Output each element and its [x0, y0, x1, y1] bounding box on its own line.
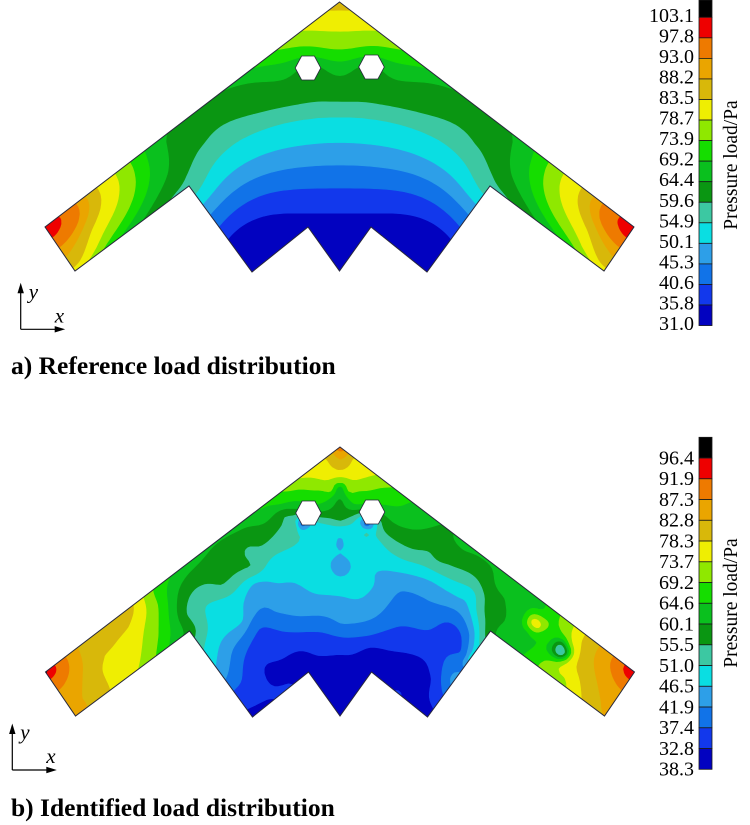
svg-text:32.8: 32.8	[659, 738, 694, 760]
svg-text:45.3: 45.3	[659, 251, 694, 273]
svg-text:96.4: 96.4	[659, 447, 694, 469]
svg-text:50.1: 50.1	[659, 231, 694, 253]
svg-text:y: y	[27, 279, 39, 303]
svg-text:35.8: 35.8	[659, 293, 694, 315]
svg-text:Pressure load/Pa: Pressure load/Pa	[721, 538, 742, 668]
svg-text:60.1: 60.1	[659, 613, 694, 635]
svg-text:59.6: 59.6	[659, 190, 694, 212]
svg-text:y: y	[18, 720, 30, 744]
svg-text:87.3: 87.3	[659, 489, 694, 511]
svg-text:93.0: 93.0	[659, 46, 694, 68]
svg-text:82.8: 82.8	[659, 510, 694, 532]
svg-text:88.2: 88.2	[659, 67, 694, 89]
svg-text:73.9: 73.9	[659, 128, 694, 150]
svg-text:40.6: 40.6	[659, 272, 694, 294]
svg-text:64.4: 64.4	[659, 169, 694, 191]
svg-text:38.3: 38.3	[659, 759, 694, 781]
svg-text:Pressure load/Pa: Pressure load/Pa	[721, 100, 742, 230]
svg-text:37.4: 37.4	[659, 717, 694, 739]
svg-text:69.2: 69.2	[659, 572, 694, 594]
svg-text:x: x	[45, 744, 56, 768]
svg-text:41.9: 41.9	[659, 696, 694, 718]
svg-text:78.3: 78.3	[659, 530, 694, 552]
svg-text:69.2: 69.2	[659, 149, 694, 171]
svg-text:78.7: 78.7	[659, 108, 694, 130]
svg-text:73.7: 73.7	[659, 551, 694, 573]
svg-text:54.9: 54.9	[659, 210, 694, 232]
svg-text:x: x	[54, 303, 65, 327]
svg-text:97.8: 97.8	[659, 25, 694, 47]
svg-text:31.0: 31.0	[659, 313, 694, 335]
svg-text:103.1: 103.1	[649, 5, 694, 27]
svg-text:46.5: 46.5	[659, 676, 694, 698]
svg-text:a) Reference load distribution: a) Reference load distribution	[11, 351, 336, 380]
svg-text:64.6: 64.6	[659, 593, 694, 615]
svg-text:91.9: 91.9	[659, 468, 694, 490]
svg-text:b) Identified load distributio: b) Identified load distribution	[11, 793, 335, 822]
svg-text:83.5: 83.5	[659, 87, 694, 109]
svg-text:55.5: 55.5	[659, 634, 694, 656]
svg-text:51.0: 51.0	[659, 655, 694, 677]
